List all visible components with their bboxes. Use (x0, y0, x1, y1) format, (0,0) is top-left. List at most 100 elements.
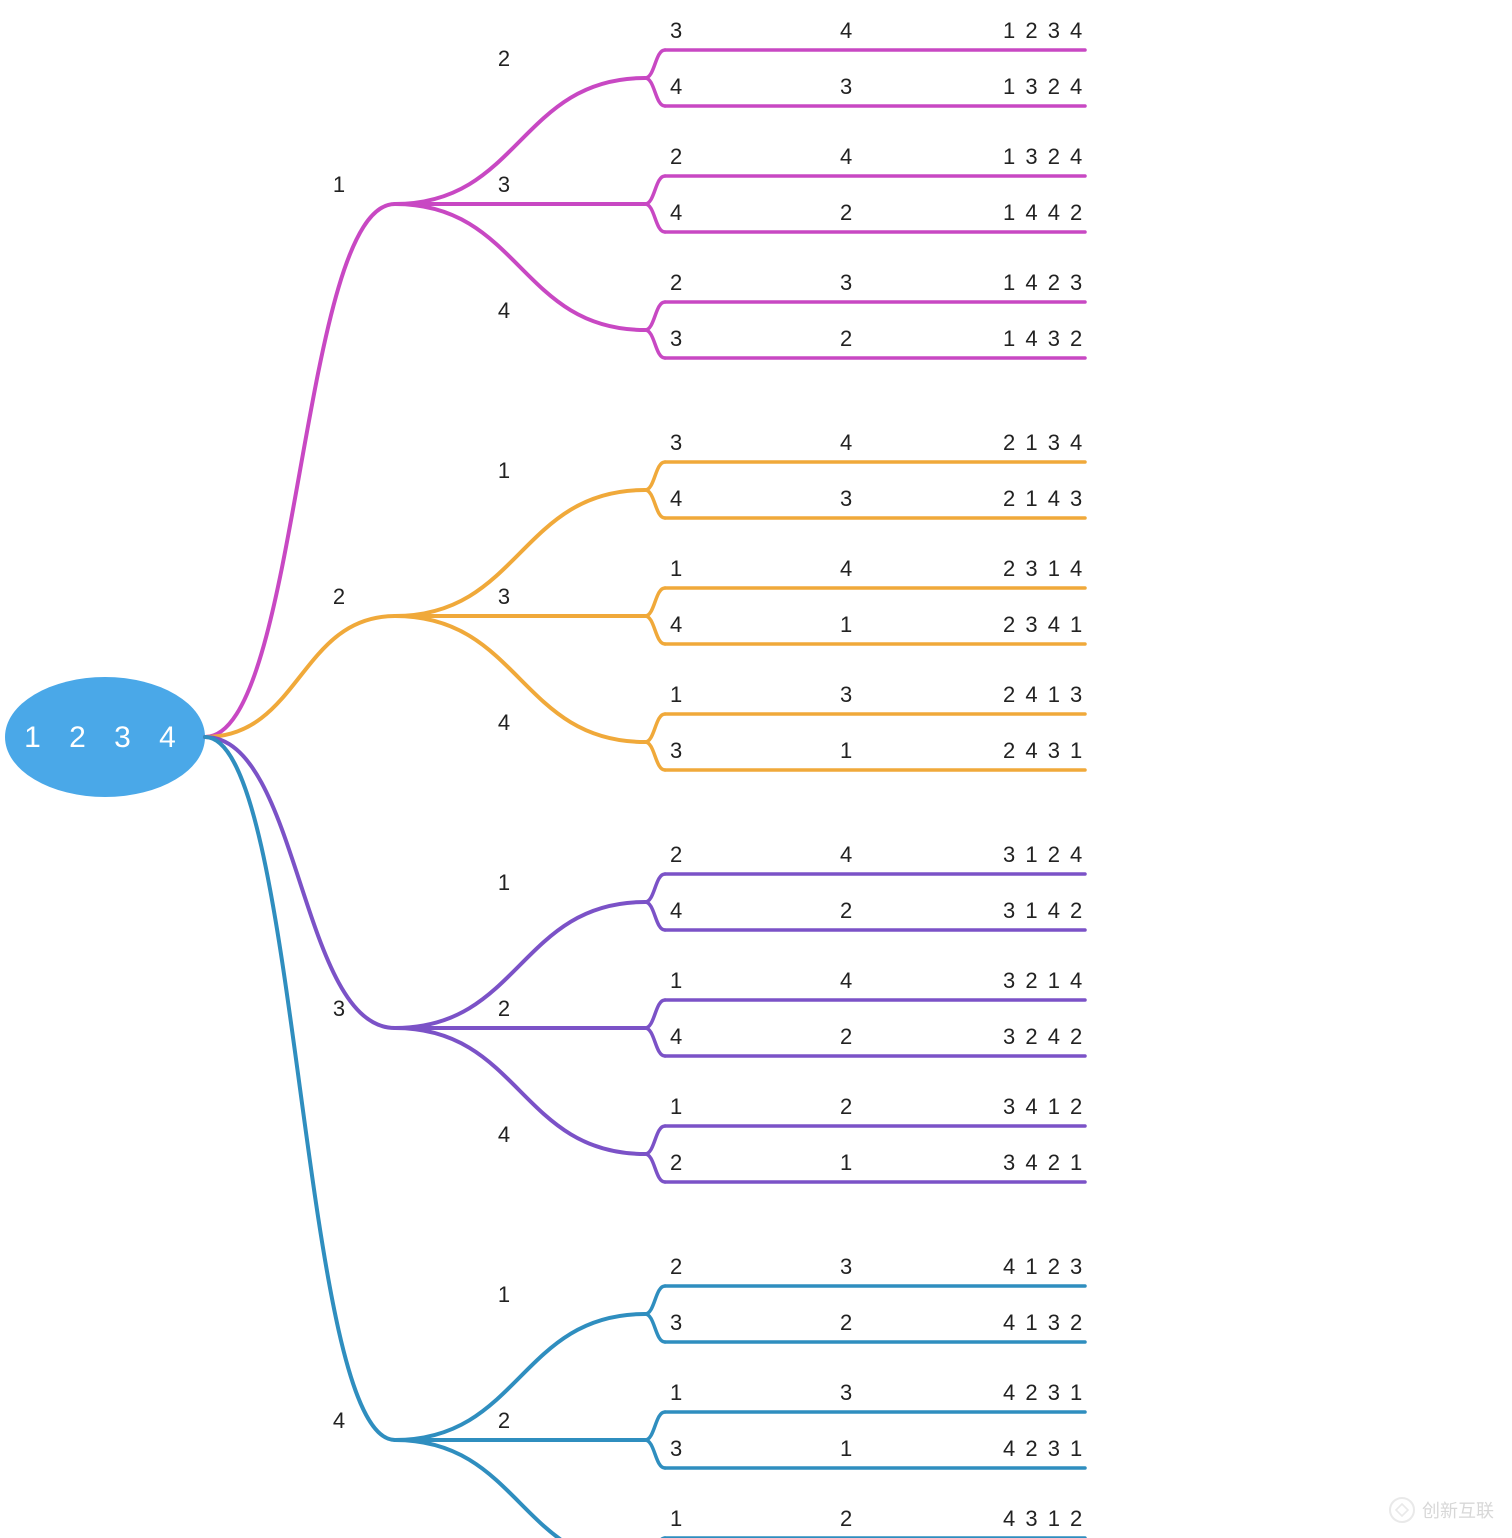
tree-svg: 1 2 3 4 1 2 3 4 1 2 3 4 4 3 1 3 2 4 3 2 4 1 3 2 4 4 2 1… (0, 0, 1512, 1538)
l4-label: 3 (840, 1380, 854, 1405)
l3-label: 1 (670, 556, 684, 581)
l2-label: 2 (498, 996, 512, 1021)
branch-edge (645, 588, 665, 616)
branch-edge (645, 1286, 665, 1314)
l4-label: 3 (840, 74, 854, 99)
leaf-label: 1 3 2 4 (1003, 74, 1084, 99)
leaf-label: 3 2 1 4 (1003, 968, 1084, 993)
leaf-label: 2 4 3 1 (1003, 738, 1084, 763)
l4-label: 4 (840, 144, 854, 169)
leaf-label: 3 2 4 2 (1003, 1024, 1084, 1049)
l4-label: 1 (840, 1436, 854, 1461)
l3-label: 1 (670, 968, 684, 993)
l3-label: 4 (670, 486, 684, 511)
l4-label: 4 (840, 968, 854, 993)
watermark-icon (1388, 1496, 1416, 1524)
branch-edge (645, 1000, 665, 1028)
l4-label: 2 (840, 326, 854, 351)
l4-label: 1 (840, 738, 854, 763)
leaf-label: 1 4 2 3 (1003, 270, 1084, 295)
branch-edge (395, 902, 645, 1028)
leaf-label: 4 1 3 2 (1003, 1310, 1084, 1335)
l4-label: 2 (840, 1094, 854, 1119)
leaf-label: 1 3 2 4 (1003, 144, 1084, 169)
leaf-label: 4 2 3 1 (1003, 1380, 1084, 1405)
watermark-text: 创新互联 (1422, 1497, 1494, 1523)
branch-edge (645, 78, 665, 106)
l2-label: 1 (498, 1282, 512, 1307)
l4-label: 2 (840, 1506, 854, 1531)
branch-edge (645, 742, 665, 770)
l4-label: 4 (840, 430, 854, 455)
l3-label: 2 (670, 270, 684, 295)
branch-edge (395, 1440, 645, 1538)
branch-edge (395, 204, 645, 330)
l3-label: 2 (670, 842, 684, 867)
l4-label: 1 (840, 1150, 854, 1175)
leaf-label: 2 4 1 3 (1003, 682, 1084, 707)
l4-label: 3 (840, 682, 854, 707)
branch-edge (645, 330, 665, 358)
branch-edge (645, 302, 665, 330)
leaf-label: 2 1 3 4 (1003, 430, 1084, 455)
l3-label: 4 (670, 1024, 684, 1049)
leaf-label: 3 4 1 2 (1003, 1094, 1084, 1119)
l4-label: 2 (840, 200, 854, 225)
l3-label: 2 (670, 1150, 684, 1175)
l2-label: 4 (498, 1122, 512, 1147)
l4-label: 4 (840, 18, 854, 43)
permutation-tree-diagram: 1 2 3 4 1 2 3 4 1 2 3 4 4 3 1 3 2 4 3 2 4 1 3 2 4 4 2 1… (0, 0, 1512, 1538)
branch-edge (645, 1412, 665, 1440)
l3-label: 4 (670, 612, 684, 637)
leaf-label: 4 3 1 2 (1003, 1506, 1084, 1531)
leaf-label: 3 1 4 2 (1003, 898, 1084, 923)
branch-edge (645, 714, 665, 742)
branch-edge (395, 1314, 645, 1440)
branch-edge (395, 616, 645, 742)
l3-label: 3 (670, 430, 684, 455)
leaf-label: 4 1 2 3 (1003, 1254, 1084, 1279)
l4-label: 4 (840, 556, 854, 581)
l3-label: 2 (670, 144, 684, 169)
leaf-label: 3 4 2 1 (1003, 1150, 1084, 1175)
branch-edge (645, 204, 665, 232)
branch-edge (205, 204, 395, 737)
l3-label: 3 (670, 1310, 684, 1335)
watermark: 创新互联 (1388, 1496, 1494, 1524)
l1-label: 3 (333, 996, 347, 1021)
branch-edge (645, 50, 665, 78)
l3-label: 1 (670, 1094, 684, 1119)
leaf-label: 2 3 4 1 (1003, 612, 1084, 637)
branch-edge (645, 1440, 665, 1468)
l3-label: 3 (670, 18, 684, 43)
l3-label: 4 (670, 74, 684, 99)
l3-label: 3 (670, 326, 684, 351)
l4-label: 3 (840, 486, 854, 511)
l4-label: 3 (840, 1254, 854, 1279)
branch-edge (205, 737, 395, 1028)
l3-label: 1 (670, 682, 684, 707)
branch-edge (645, 490, 665, 518)
l4-label: 2 (840, 1024, 854, 1049)
l3-label: 4 (670, 898, 684, 923)
l2-label: 3 (498, 584, 512, 609)
branch-edge (645, 1314, 665, 1342)
l1-label: 4 (333, 1408, 347, 1433)
l4-label: 1 (840, 612, 854, 637)
branch-edge (395, 1028, 645, 1154)
l3-label: 4 (670, 200, 684, 225)
branch-edge (395, 78, 645, 204)
root-label: 1 2 3 4 (24, 721, 186, 754)
l1-label: 2 (333, 584, 347, 609)
branch-edge (645, 1028, 665, 1056)
l4-label: 2 (840, 898, 854, 923)
l2-label: 1 (498, 870, 512, 895)
l2-label: 2 (498, 1408, 512, 1433)
l4-label: 3 (840, 270, 854, 295)
l3-label: 3 (670, 738, 684, 763)
l2-label: 3 (498, 172, 512, 197)
leaf-label: 1 4 4 2 (1003, 200, 1084, 225)
l3-label: 1 (670, 1380, 684, 1405)
l2-label: 1 (498, 458, 512, 483)
leaf-label: 2 3 1 4 (1003, 556, 1084, 581)
